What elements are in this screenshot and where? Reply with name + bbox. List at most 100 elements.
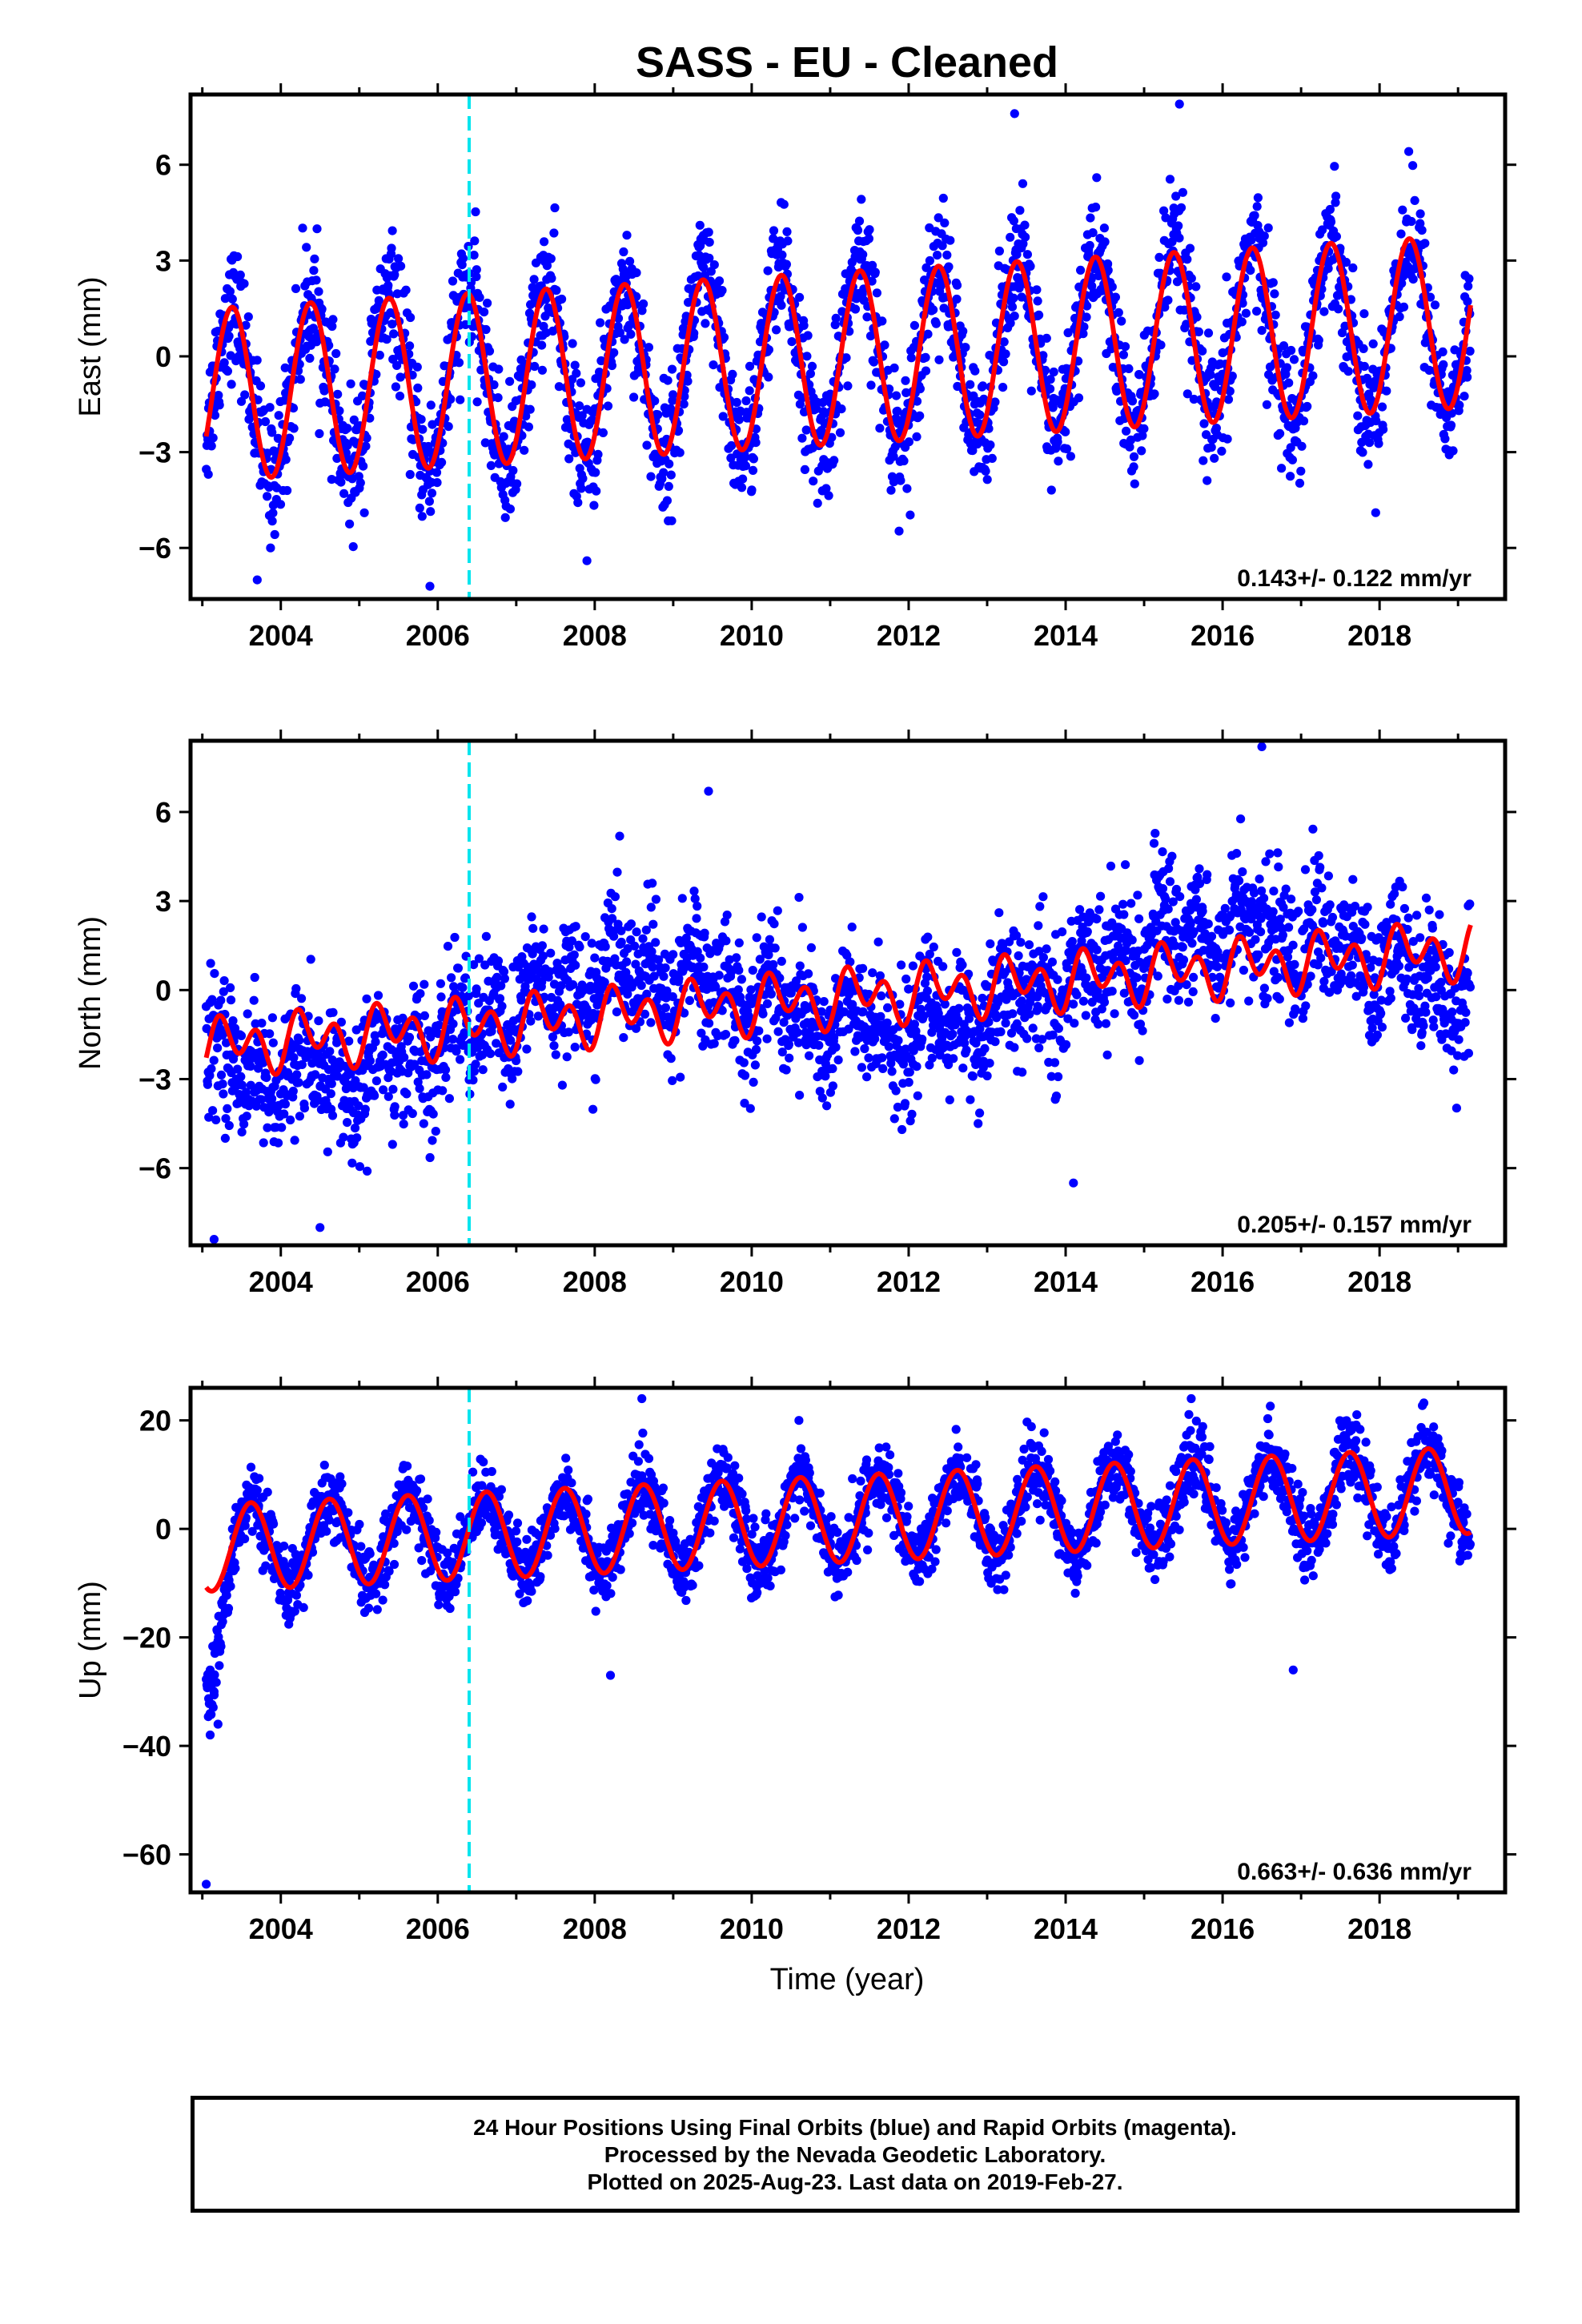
data-point [1183,997,1194,1007]
data-point [352,1133,362,1143]
data-point [478,1065,488,1075]
data-point [426,400,436,410]
data-point [612,867,622,877]
data-point [486,460,496,471]
data-point [360,1104,370,1114]
data-point [1058,927,1067,937]
data-point [1126,899,1136,908]
data-point [990,397,1000,407]
data-point [1053,437,1062,447]
data-point [1022,250,1032,259]
data-point [1054,1072,1063,1082]
data-point [529,275,539,284]
data-point [390,1102,400,1112]
data-point [483,298,492,308]
data-point [1010,312,1019,321]
data-point [1174,221,1183,231]
data-point [295,1035,304,1045]
data-point [632,927,641,937]
data-point [1273,973,1283,983]
data-point [952,280,962,290]
data-point [966,1095,975,1104]
data-point [1253,193,1263,203]
data-point [526,1016,536,1026]
data-point [493,393,503,403]
data-point [441,1072,451,1082]
data-point [799,320,809,330]
data-point [456,1055,465,1064]
data-point [1158,847,1167,857]
data-point [520,445,529,455]
data-point [436,992,446,1002]
data-point [730,1035,740,1045]
data-point [873,937,883,947]
data-point [860,1043,869,1054]
data-point [572,368,581,378]
data-point [1107,987,1117,996]
data-point [314,287,323,296]
data-point [975,410,985,420]
data-point [1149,838,1159,848]
data-point [904,1077,913,1088]
data-point [471,1059,480,1069]
data-point [1038,351,1048,360]
data-point [432,468,442,477]
data-point [929,942,938,952]
data-point [622,957,632,967]
y-tick-label: 6 [155,149,171,182]
data-point [850,304,861,314]
data-point [1275,428,1285,439]
data-point [741,452,750,462]
data-point [843,381,853,391]
data-point [416,415,426,424]
data-point [310,254,319,263]
data-point [387,1140,397,1149]
data-point [388,1084,398,1094]
data-point [1210,453,1219,463]
data-point [865,225,874,235]
data-point [252,356,262,365]
data-point [837,307,847,316]
data-point [600,942,610,951]
data-point [906,353,916,363]
data-point [699,962,709,972]
data-point [485,1049,496,1059]
data-point [273,433,283,444]
data-point [291,983,301,994]
data-point [1103,259,1113,269]
data-point [1134,1055,1144,1065]
data-point [1114,308,1123,317]
data-point [1153,971,1162,981]
data-point [527,380,536,390]
data-point [453,963,464,973]
data-point [938,962,948,971]
data-point [1061,427,1070,436]
data-point [714,971,724,980]
data-point [782,227,792,236]
data-point [1048,403,1058,412]
data-point [239,1120,249,1129]
data-point [1251,935,1260,944]
data-point [1033,1002,1042,1011]
data-point [764,372,773,382]
data-point [280,1100,290,1109]
data-point [225,287,235,296]
data-point [619,247,628,257]
data-point [1118,350,1128,360]
data-point [1178,187,1187,197]
data-point [751,438,761,448]
data-point [704,227,713,237]
data-point [666,470,676,480]
data-point [1106,861,1116,871]
data-point [1041,365,1050,375]
data-point [744,1011,754,1021]
data-point [693,271,703,281]
data-point [208,433,218,443]
data-point [1307,905,1317,915]
data-point [345,519,355,529]
data-point [878,1063,888,1073]
east-rate-label: 0.143+/- 0.122 mm/yr [1237,565,1472,592]
data-point [1448,446,1458,456]
data-point [868,968,877,978]
data-point [1091,203,1101,212]
